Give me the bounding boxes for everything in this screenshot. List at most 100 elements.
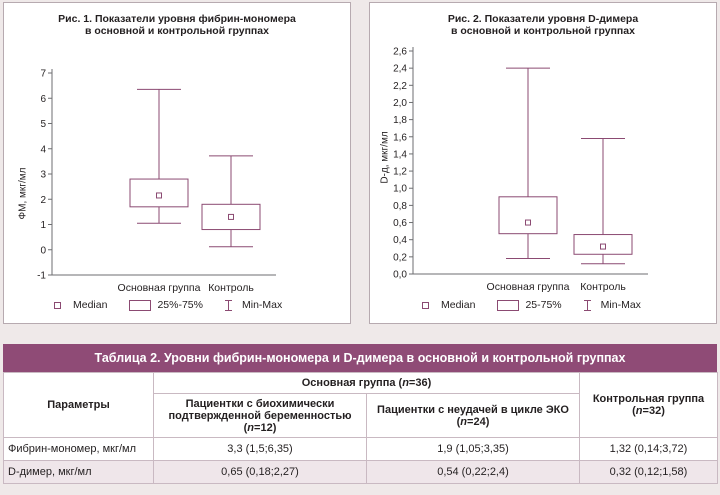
header-main-group-n: n xyxy=(402,377,409,389)
header-biochemical-pregnancy: Пациентки с биохимически подтвержденной б… xyxy=(153,393,367,438)
figure-2-title: Рис. 2. Показатели уровня D-димера в осн… xyxy=(370,13,716,37)
legend-whisker: Min-Max xyxy=(583,299,641,311)
table-subheader-row: Пациентки с биохимически подтвержденной б… xyxy=(4,393,718,438)
y-tick-label: 1,6 xyxy=(393,132,407,143)
header-main-group-text: Основная группа ( xyxy=(301,377,403,389)
row1-param: Фибрин-мономер, мкг/мл xyxy=(3,437,154,461)
table-header-row: Параметры Основная группа (n=36) Контрол… xyxy=(3,372,718,438)
header-sub2-open: ( xyxy=(456,415,461,428)
x-category-label: Основная группа xyxy=(487,281,570,293)
median-marker-icon xyxy=(54,301,61,309)
x-category-label: Основная группа xyxy=(118,282,201,294)
legend-whisker-label: Min-Max xyxy=(600,299,641,311)
y-tick-label: 1,4 xyxy=(393,149,407,160)
y-tick-label: 0,8 xyxy=(393,201,407,212)
row2-ivf-failure: 0,54 (0,22;2,4) xyxy=(366,460,580,484)
header-control-group: Контрольная группа (n=32) xyxy=(579,372,718,438)
header-sub1-text: подтвержденной беременностью xyxy=(168,409,352,422)
figure-1-title: Рис. 1. Показатели уровня фибрин-мономер… xyxy=(4,13,350,37)
median-marker xyxy=(228,213,234,220)
legend-median: Median xyxy=(422,299,475,311)
y-tick-label: 7 xyxy=(40,69,46,80)
figure-1-title-line1: Рис. 1. Показатели уровня фибрин-мономер… xyxy=(58,13,296,25)
table-row-fibrin-monomer: Фибрин-мономер, мкг/мл 3,3 (1,5;6,35) 1,… xyxy=(3,437,718,461)
header-control-open: ( xyxy=(632,405,636,417)
figure-1-panel: Рис. 1. Показатели уровня фибрин-мономер… xyxy=(3,2,351,324)
row1-ivf-failure: 1,9 (1,05;3,35) xyxy=(366,437,580,461)
y-tick-label: 1 xyxy=(40,220,46,231)
legend-box-label: 25%-75% xyxy=(157,299,203,311)
y-tick-label: 5 xyxy=(40,119,46,130)
box-swatch-icon xyxy=(497,299,520,311)
y-tick-label: 6 xyxy=(40,94,46,105)
figure-2-panel: Рис. 2. Показатели уровня D-димера в осн… xyxy=(369,2,717,324)
table-title: Таблица 2. Уровни фибрин-мономера и D-ди… xyxy=(3,344,717,372)
median-marker xyxy=(156,192,162,199)
header-sub1-n: n xyxy=(247,421,255,434)
header-main-group-count: =36) xyxy=(408,377,432,389)
y-tick-label: 2,2 xyxy=(393,81,407,92)
figure-1-chart: -1 0 1 2 3 4 5 6 7 Основная группа Контроль xyxy=(37,69,276,294)
legend-box-label: 25-75% xyxy=(525,299,562,311)
y-tick-label: 4 xyxy=(40,144,46,155)
figure-1-legend: Median 25%-75% Min-Max xyxy=(4,299,350,311)
figure-2-title-line1: Рис. 2. Показатели уровня D-димера xyxy=(447,13,639,25)
legend-median-label: Median xyxy=(441,299,476,311)
header-sub1-line2: подтвержденной беременностью (n=12) xyxy=(158,410,362,434)
header-sub1-count: =12) xyxy=(254,421,277,434)
figure-2-legend: Median 25-75% Min-Max xyxy=(370,299,716,311)
box-swatch-icon xyxy=(129,299,152,311)
figure-1-title-line2: в основной и контрольной группах xyxy=(85,25,269,37)
median-marker xyxy=(525,219,531,226)
row2-param: D-димер, мкг/мл xyxy=(3,460,154,484)
x-category-label: Контроль xyxy=(208,282,254,294)
median-marker-icon xyxy=(422,301,429,309)
header-parameters: Параметры xyxy=(3,372,154,438)
table-section: Таблица 2. Уровни фибрин-мономера и D-ди… xyxy=(3,344,718,484)
y-tick-label: 0 xyxy=(40,245,46,256)
legend-whisker-label: Min-Max xyxy=(241,299,283,311)
header-control-n: n xyxy=(635,405,643,417)
figure-2-chart: 0,0 0,2 0,4 0,6 0,8 1,0 1,2 1,4 1,6 1,8 2,0 2,2 2,4 2… xyxy=(393,47,648,293)
y-tick-label: 0,0 xyxy=(393,270,407,281)
header-control-count: =32) xyxy=(642,405,665,417)
legend-box: 25-75% xyxy=(497,299,562,311)
row1-biochemical: 3,3 (1,5;6,35) xyxy=(153,437,367,461)
y-tick-label: 2,0 xyxy=(393,98,407,109)
whisker-icon xyxy=(224,299,232,311)
y-tick-label: 2,6 xyxy=(393,47,407,58)
median-marker xyxy=(600,243,606,250)
y-tick-label: -1 xyxy=(37,271,46,282)
row2-biochemical: 0,65 (0,18;2,27) xyxy=(153,460,367,484)
header-main-group: Основная группа (n=36) xyxy=(153,372,580,394)
whisker-icon xyxy=(583,299,591,311)
header-ivf-failure: Пациентки с неудачей в цикле ЭКО (n=24) xyxy=(366,393,580,438)
figure-2-title-line2: в основной и контрольной группах xyxy=(451,25,635,37)
header-sub2-count: =24) xyxy=(467,415,490,428)
x-category-label: Контроль xyxy=(580,281,626,293)
legend-median-label: Median xyxy=(73,299,108,311)
legend-median: Median xyxy=(54,299,107,311)
row1-control: 1,32 (0,14;3,72) xyxy=(579,437,718,461)
y-tick-label: 2 xyxy=(40,195,46,206)
legend-whisker: Min-Max xyxy=(224,299,283,311)
table-row-d-dimer: D-димер, мкг/мл 0,65 (0,18;2,27) 0,54 (0… xyxy=(3,460,718,484)
y-tick-label: 0,6 xyxy=(393,218,407,229)
header-sub1-line1: Пациентки с биохимически xyxy=(185,397,335,410)
header-sub1-open: ( xyxy=(243,421,248,434)
y-tick-label: 0,4 xyxy=(393,235,407,246)
results-table: Параметры Основная группа (n=36) Контрол… xyxy=(3,372,718,484)
header-control-line1: Контрольная группа xyxy=(592,393,705,405)
iqr-box xyxy=(498,196,558,235)
legend-box: 25%-75% xyxy=(129,299,203,311)
y-tick-label: 0,2 xyxy=(393,252,407,263)
header-control-line2: (n=32) xyxy=(584,405,713,417)
y-tick-label: 1,8 xyxy=(393,115,407,126)
y-tick-label: 2,4 xyxy=(393,64,407,75)
row2-control: 0,32 (0,12;1,58) xyxy=(579,460,718,484)
header-sub2-line2: (n=24) xyxy=(371,416,575,428)
y-tick-label: 3 xyxy=(40,170,46,181)
header-sub2-n: n xyxy=(460,415,468,428)
y-tick-label: 1,0 xyxy=(393,184,407,195)
y-tick-label: 1,2 xyxy=(393,167,407,178)
